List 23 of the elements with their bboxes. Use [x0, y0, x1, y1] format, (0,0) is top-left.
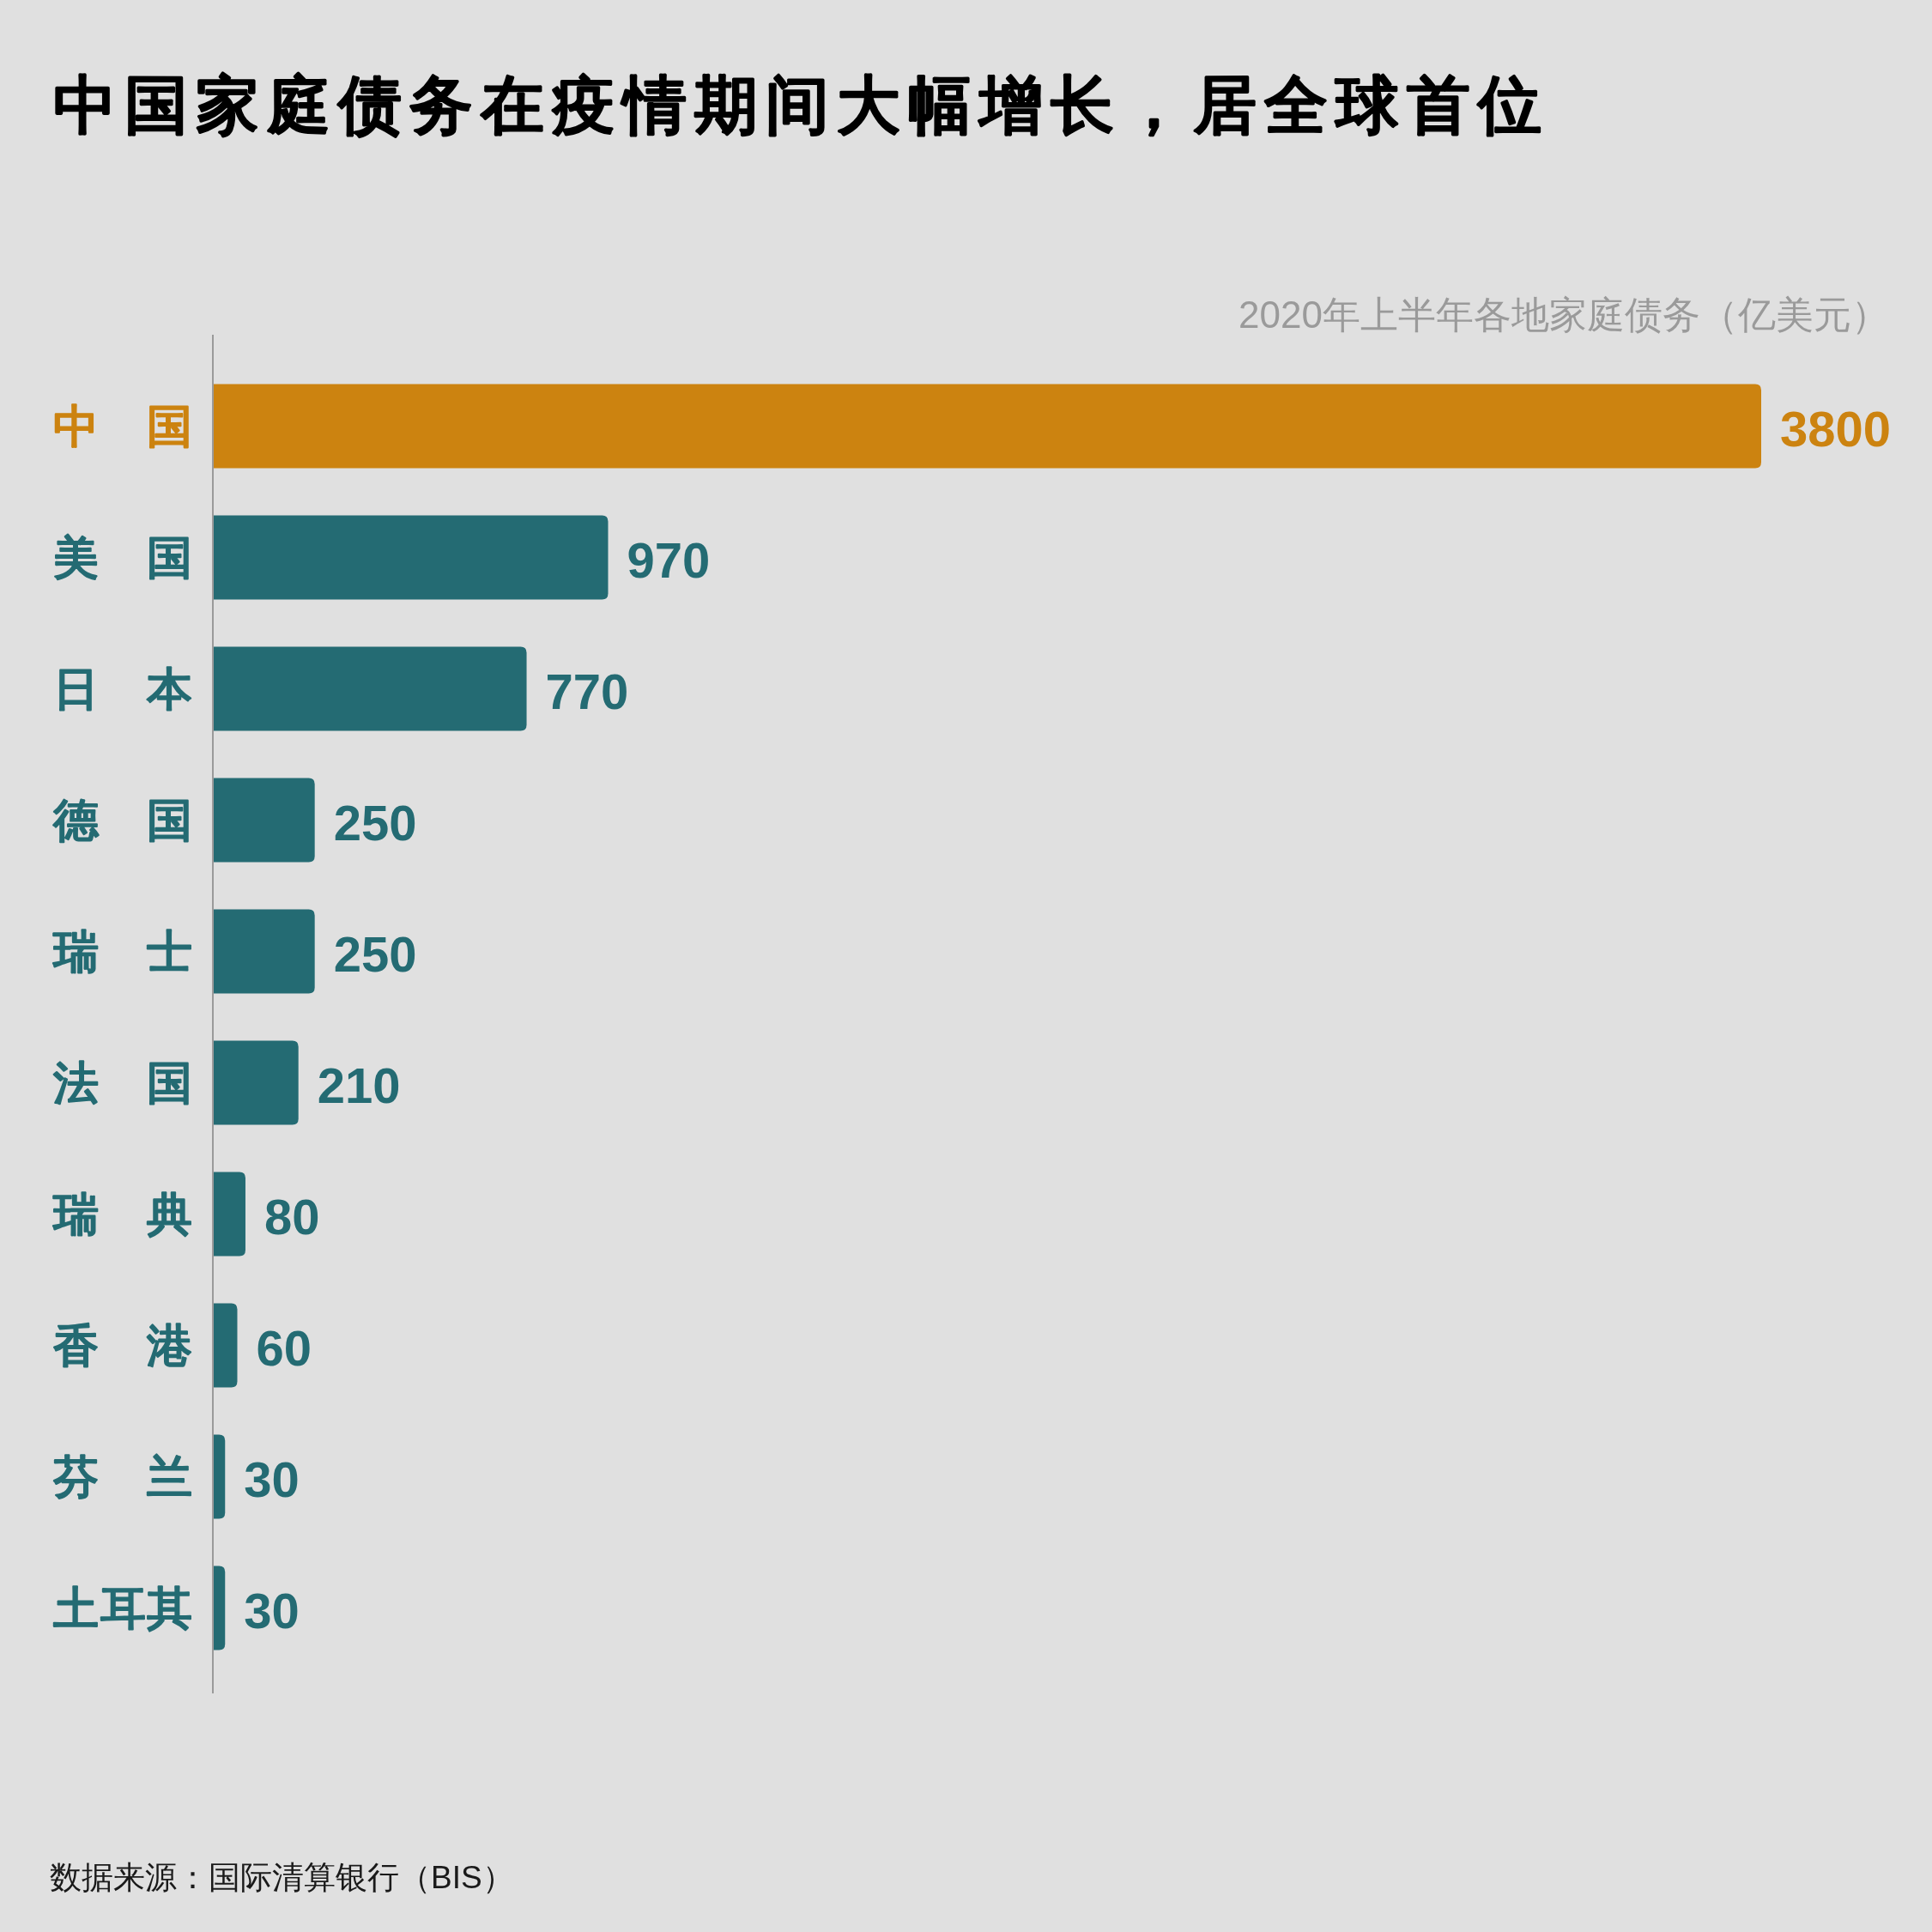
category-label: 日本 — [53, 663, 192, 714]
value-label: 250 — [333, 926, 417, 982]
category-label: 土耳其 — [53, 1583, 192, 1633]
value-label: 210 — [317, 1057, 401, 1113]
annotation: 数据来源：国际清算银行（BIS） — [50, 1859, 514, 1895]
category-label: 瑞典 — [53, 1189, 192, 1239]
category-label: 中国 — [53, 401, 192, 451]
category-label: 美国 — [53, 532, 192, 583]
value-label: 3800 — [1780, 401, 1892, 457]
category-label: 香港 — [53, 1320, 192, 1371]
value-label: 250 — [333, 795, 417, 851]
value-label: 30 — [244, 1451, 300, 1507]
category-label: 法国 — [53, 1057, 192, 1108]
category-label: 德国 — [53, 795, 192, 845]
value-label: 770 — [545, 663, 629, 719]
title: 中国家庭债务在疫情期间大幅增长，居全球首位 — [53, 69, 1549, 141]
value-label: 970 — [627, 532, 711, 588]
value-label: 30 — [244, 1583, 300, 1638]
category-label: 瑞士 — [53, 926, 192, 977]
value-label: 80 — [264, 1189, 320, 1245]
category-label: 芬兰 — [53, 1451, 192, 1502]
subtitle: 2020年上半年各地家庭债务（亿美元） — [1239, 293, 1889, 336]
value-label: 60 — [256, 1320, 312, 1376]
